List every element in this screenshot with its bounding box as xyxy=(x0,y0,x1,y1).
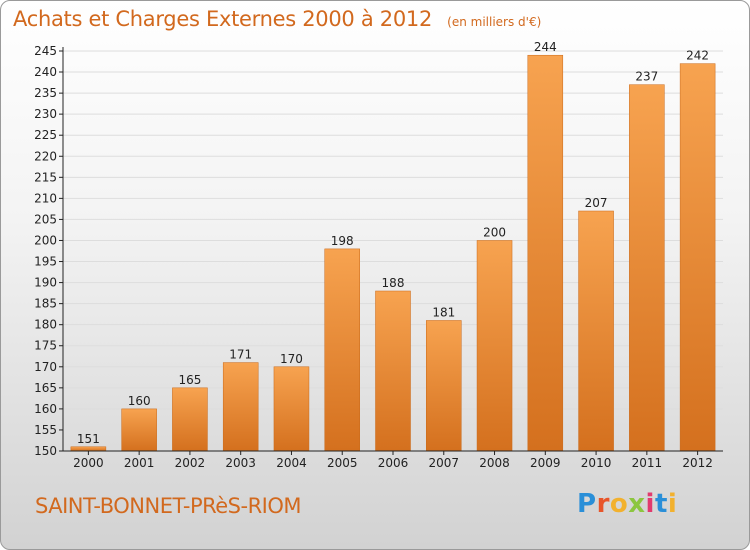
chart-title-unit: (en milliers d'€) xyxy=(447,15,542,29)
y-tick-label: 200 xyxy=(34,233,57,247)
x-tick-label: 2012 xyxy=(682,456,713,470)
logo-letter: x xyxy=(628,489,646,519)
x-tick-label: 2008 xyxy=(479,456,510,470)
town-name: SAINT-BONNET-PRèS-RIOM xyxy=(35,494,302,518)
y-tick-label: 205 xyxy=(34,212,57,226)
logo-letter: t xyxy=(654,489,668,519)
bars: 151 160 165 171 170 198 188 181 200 244 207 237 242 xyxy=(70,40,716,452)
bar-value-label: 171 xyxy=(229,348,252,362)
bar xyxy=(172,387,208,452)
x-tick-label: 2009 xyxy=(530,456,561,470)
y-tick-label: 240 xyxy=(34,65,57,79)
x-tick-label: 2004 xyxy=(276,456,307,470)
y-tick-label: 245 xyxy=(34,44,57,58)
bar-value-label: 170 xyxy=(280,352,303,366)
logo-letter: r xyxy=(596,489,610,519)
bar-value-label: 200 xyxy=(483,225,506,239)
bar-value-label: 207 xyxy=(585,196,608,210)
bar xyxy=(476,240,513,452)
x-tick-label: 2002 xyxy=(175,456,206,470)
bar-value-label: 242 xyxy=(686,49,709,63)
bar xyxy=(426,320,462,452)
y-tick-label: 225 xyxy=(34,128,57,142)
y-tick-label: 165 xyxy=(34,381,57,395)
y-tick-label: 210 xyxy=(34,191,57,205)
y-tick-label: 160 xyxy=(34,402,57,416)
bar-value-label: 165 xyxy=(178,373,201,387)
chart-title-main: Achats et Charges Externes 2000 à 2012 xyxy=(13,7,433,31)
y-tick-label: 230 xyxy=(34,107,57,121)
bar xyxy=(273,366,310,452)
bar-value-label: 198 xyxy=(331,234,354,248)
logo-letter: P xyxy=(577,489,597,519)
y-tick-label: 185 xyxy=(34,297,57,311)
x-tick-label: 2003 xyxy=(225,456,256,470)
bar xyxy=(222,362,259,452)
bar xyxy=(324,248,360,452)
y-tick-label: 175 xyxy=(34,339,57,353)
x-tick-label: 2001 xyxy=(124,456,155,470)
proxiti-logo: Proxiti xyxy=(577,489,677,519)
y-tick-label: 220 xyxy=(34,149,57,163)
x-tick-label: 2011 xyxy=(632,456,663,470)
y-tick-label: 150 xyxy=(34,444,57,458)
bar-value-label: 237 xyxy=(635,70,658,84)
bar-value-label: 244 xyxy=(534,40,557,54)
bar xyxy=(375,290,411,452)
chart-title: Achats et Charges Externes 2000 à 2012 (… xyxy=(13,7,541,31)
bar xyxy=(679,63,716,452)
x-tick-label: 2007 xyxy=(428,456,459,470)
bar-value-label: 181 xyxy=(432,305,455,319)
bar-value-label: 188 xyxy=(382,276,405,290)
y-tick-label: 170 xyxy=(34,360,57,374)
x-tick-label: 2006 xyxy=(378,456,409,470)
x-tick-label: 2010 xyxy=(581,456,612,470)
y-tick-label: 235 xyxy=(34,86,57,100)
y-tick-label: 195 xyxy=(34,255,57,269)
x-tick-label: 2005 xyxy=(327,456,358,470)
bar xyxy=(121,408,157,452)
bar-value-label: 160 xyxy=(128,394,151,408)
x-tick-label: 2000 xyxy=(73,456,104,470)
bar xyxy=(70,446,107,452)
bar xyxy=(527,54,564,452)
logo-letter: i xyxy=(645,489,655,519)
y-tick-label: 155 xyxy=(34,423,57,437)
y-tick-label: 215 xyxy=(34,170,57,184)
axes: 150 155 160 165 170 175 180 185 190 195 200 205 210 2… xyxy=(34,44,723,470)
y-tick-label: 180 xyxy=(34,318,57,332)
y-tick-label: 190 xyxy=(34,276,57,290)
bar xyxy=(578,210,614,452)
bar-value-label: 151 xyxy=(77,432,100,446)
bar xyxy=(629,84,665,452)
logo-letter: i xyxy=(667,489,678,519)
logo-letter: o xyxy=(609,489,629,519)
